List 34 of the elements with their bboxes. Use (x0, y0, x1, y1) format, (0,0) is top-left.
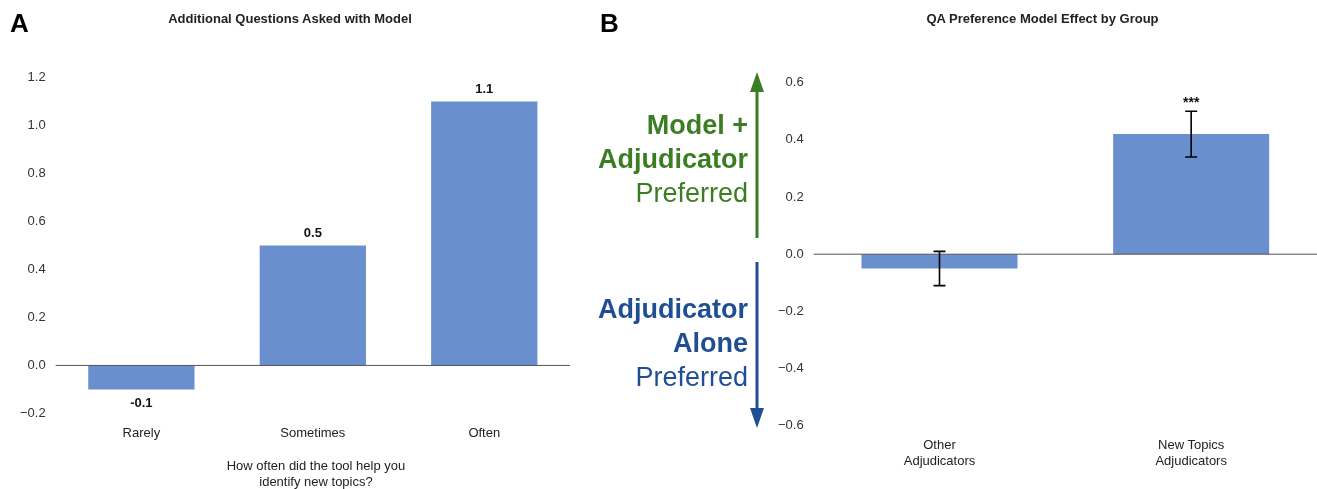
y-tick-label: 0.4 (785, 131, 804, 147)
y-tick-label: −0.6 (777, 417, 804, 433)
x-axis-title: How often did the tool help you identify new topics? (225, 458, 407, 489)
chart-title: Additional Questions Asked with Model (168, 11, 412, 27)
text: Adjudicator Alone Preferred (597, 293, 748, 392)
x-tick-label: Other Adjudicators (903, 437, 976, 468)
y-tick-label: −0.2 (19, 404, 46, 420)
y-tick-label: 0.6 (785, 74, 804, 90)
y-tick-label: 0.6 (27, 213, 46, 229)
x-tick-label: Sometimes (280, 424, 346, 440)
x-tick-label: Rarely (122, 424, 161, 440)
text: B (600, 8, 619, 39)
y-tick-label: 1.2 (27, 69, 46, 85)
x-tick-label: New Topics Adjudicators (1155, 437, 1228, 468)
data-label: 1.1 (475, 80, 494, 96)
y-tick-label: 1.0 (27, 117, 46, 133)
y-tick-label: −0.2 (777, 302, 804, 318)
y-tick-label: 0.0 (785, 245, 804, 261)
y-tick-label: 0.8 (27, 165, 46, 181)
y-tick-label: 0.2 (27, 309, 46, 325)
text: A (10, 8, 29, 39)
text: Model + Adjudicator Preferred (597, 109, 748, 208)
bar (259, 245, 366, 366)
bar (431, 101, 538, 366)
chart-title: QA Preference Model Effect by Group (926, 11, 1159, 27)
data-label: -0.1 (130, 395, 153, 411)
y-tick-label: 0.4 (27, 261, 46, 277)
y-tick-label: −0.4 (777, 360, 804, 376)
data-label: 0.5 (303, 224, 322, 240)
y-tick-label: 0.2 (785, 188, 804, 204)
annotation: *** (1182, 94, 1200, 111)
x-tick-label: Often (468, 424, 501, 440)
y-tick-label: 0.0 (27, 357, 46, 373)
bar (88, 365, 195, 390)
